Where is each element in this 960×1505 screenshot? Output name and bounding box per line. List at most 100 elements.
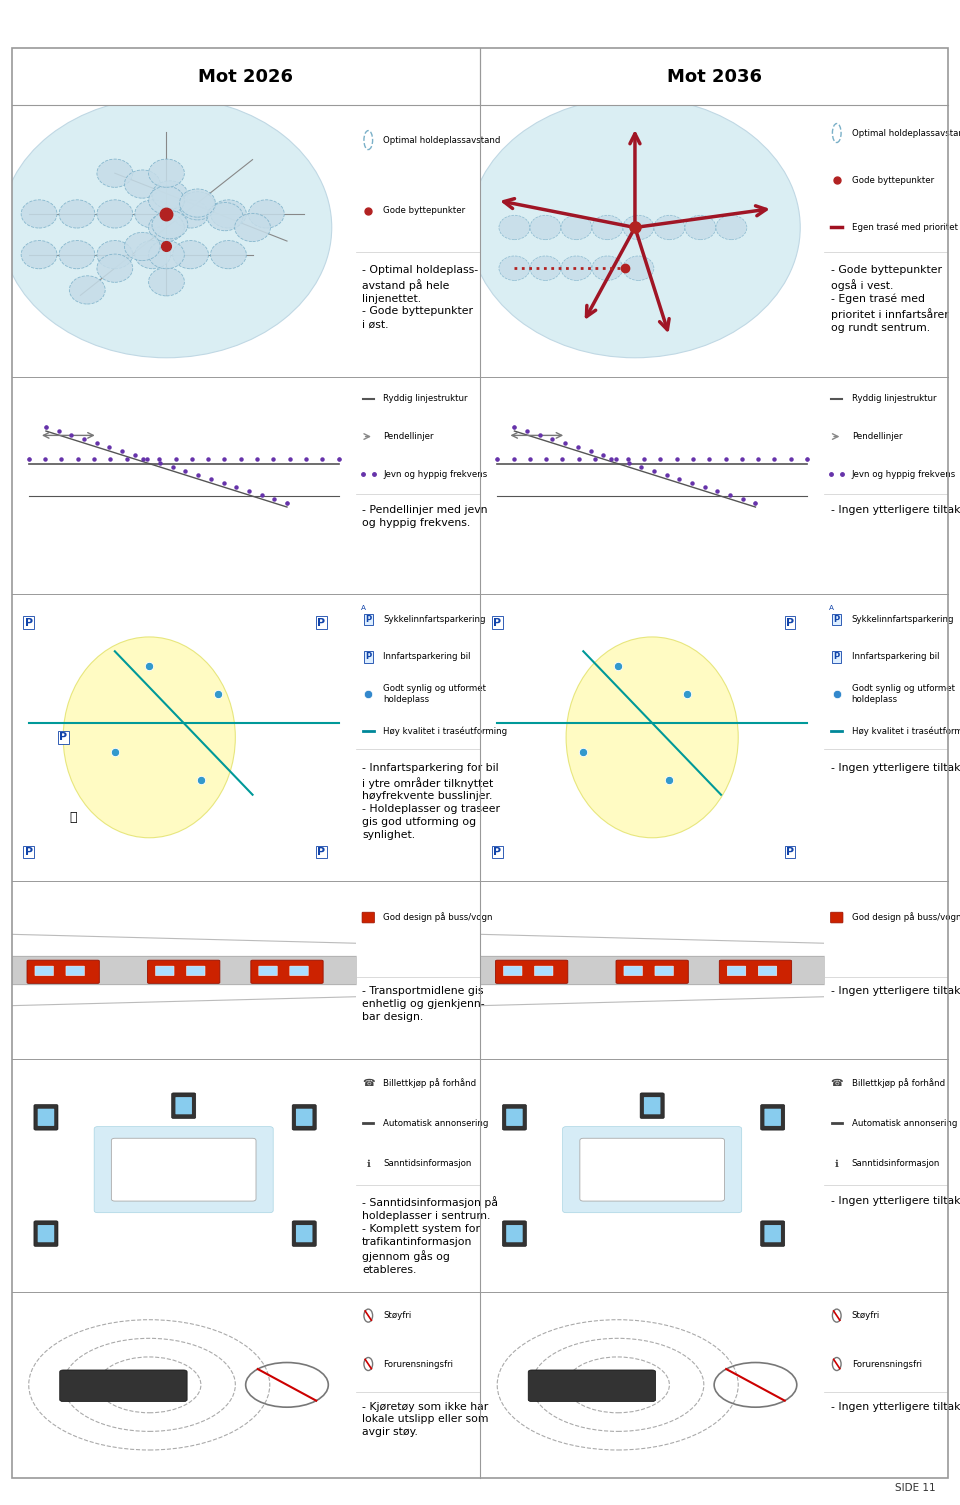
FancyBboxPatch shape	[728, 966, 746, 975]
Text: A: A	[829, 605, 834, 611]
Circle shape	[149, 214, 184, 242]
Text: Pendellinjer: Pendellinjer	[383, 432, 434, 441]
Text: Innfartsparkering bil: Innfartsparkering bil	[852, 652, 939, 661]
Text: God design på buss/vogn: God design på buss/vogn	[383, 912, 492, 923]
FancyBboxPatch shape	[37, 1225, 54, 1242]
Text: Automatisk annonsering: Automatisk annonsering	[852, 1118, 957, 1127]
Circle shape	[134, 241, 171, 269]
Circle shape	[469, 98, 801, 358]
FancyBboxPatch shape	[528, 1370, 656, 1401]
FancyBboxPatch shape	[506, 1225, 522, 1242]
Circle shape	[69, 275, 106, 304]
FancyBboxPatch shape	[290, 966, 308, 975]
Circle shape	[623, 215, 654, 239]
Text: Automatisk annonsering: Automatisk annonsering	[383, 1118, 489, 1127]
FancyBboxPatch shape	[186, 966, 205, 975]
Text: Mot 2036: Mot 2036	[667, 68, 761, 86]
FancyBboxPatch shape	[719, 960, 792, 983]
Text: - Ingen ytterligere tiltak.: - Ingen ytterligere tiltak.	[830, 1196, 960, 1207]
Text: P: P	[365, 652, 372, 661]
Text: P: P	[833, 616, 840, 625]
FancyBboxPatch shape	[35, 966, 54, 975]
FancyBboxPatch shape	[503, 966, 522, 975]
FancyBboxPatch shape	[506, 1109, 522, 1126]
Text: Forurensningsfri: Forurensningsfri	[383, 1359, 453, 1368]
Text: SIDE 11: SIDE 11	[896, 1482, 936, 1493]
FancyBboxPatch shape	[362, 912, 374, 923]
Text: Billettkjøp på forhånd: Billettkjøp på forhånd	[852, 1078, 945, 1088]
Text: P: P	[493, 617, 501, 628]
Text: 🚲: 🚲	[70, 811, 77, 825]
FancyBboxPatch shape	[94, 1127, 274, 1213]
Circle shape	[716, 215, 747, 239]
Circle shape	[59, 200, 95, 229]
Circle shape	[21, 241, 57, 269]
Text: - Sanntidsinformasjon på
holdeplasser i sentrum.
- Komplett system for
trafikant: - Sanntidsinformasjon på holdeplasser i …	[362, 1196, 498, 1275]
Text: Sykkelinnfartsparkering: Sykkelinnfartsparkering	[383, 616, 486, 625]
FancyBboxPatch shape	[644, 1097, 660, 1114]
Text: - Ingen ytterligere tiltak.: - Ingen ytterligere tiltak.	[830, 504, 960, 515]
Text: ℹ: ℹ	[367, 1159, 371, 1168]
Circle shape	[173, 241, 208, 269]
FancyBboxPatch shape	[640, 1093, 664, 1118]
Text: A: A	[361, 605, 366, 611]
Circle shape	[654, 215, 684, 239]
Circle shape	[152, 181, 188, 209]
Circle shape	[125, 170, 160, 199]
Circle shape	[149, 160, 184, 187]
FancyBboxPatch shape	[502, 1221, 526, 1246]
Circle shape	[97, 200, 132, 229]
Text: Jevn og hyppig frekvens: Jevn og hyppig frekvens	[852, 470, 956, 479]
Text: ☎: ☎	[362, 1078, 374, 1088]
Circle shape	[210, 241, 247, 269]
Text: Billettkjøp på forhånd: Billettkjøp på forhånd	[383, 1078, 476, 1088]
FancyBboxPatch shape	[172, 1093, 196, 1118]
Circle shape	[1, 98, 332, 358]
Text: God design på buss/vogn: God design på buss/vogn	[852, 912, 960, 923]
Text: P: P	[833, 652, 840, 661]
Circle shape	[530, 256, 561, 280]
Circle shape	[180, 191, 215, 220]
Circle shape	[561, 215, 592, 239]
FancyBboxPatch shape	[655, 966, 674, 975]
Text: - Pendellinjer med jevn
og hyppig frekvens.: - Pendellinjer med jevn og hyppig frekve…	[362, 504, 488, 528]
FancyBboxPatch shape	[563, 1127, 742, 1213]
Circle shape	[623, 256, 654, 280]
FancyBboxPatch shape	[60, 1370, 187, 1401]
Text: Godt synlig og utformet
holdeplass: Godt synlig og utformet holdeplass	[383, 685, 486, 704]
Circle shape	[59, 241, 95, 269]
FancyBboxPatch shape	[764, 1109, 780, 1126]
FancyBboxPatch shape	[111, 1138, 256, 1201]
FancyBboxPatch shape	[251, 960, 324, 983]
Circle shape	[561, 256, 592, 280]
FancyBboxPatch shape	[34, 1105, 58, 1130]
FancyBboxPatch shape	[296, 1225, 312, 1242]
Text: P: P	[365, 616, 372, 625]
Text: P: P	[25, 617, 33, 628]
FancyBboxPatch shape	[495, 960, 567, 983]
FancyBboxPatch shape	[760, 1105, 784, 1130]
Text: Sykkelinnfartsparkering: Sykkelinnfartsparkering	[852, 616, 954, 625]
Text: - Kjøretøy som ikke har
lokale utslipp eller som
avgir støy.: - Kjøretøy som ikke har lokale utslipp e…	[362, 1401, 489, 1437]
Text: P: P	[25, 847, 33, 858]
Circle shape	[180, 190, 215, 217]
Text: Sanntidsinformasjon: Sanntidsinformasjon	[383, 1159, 471, 1168]
Text: Gode byttepunkter: Gode byttepunkter	[852, 176, 934, 185]
Text: - Ingen ytterligere tiltak.: - Ingen ytterligere tiltak.	[830, 986, 960, 996]
FancyBboxPatch shape	[176, 1097, 192, 1114]
FancyBboxPatch shape	[830, 912, 843, 923]
FancyBboxPatch shape	[292, 1221, 316, 1246]
Text: - Innfartsparkering for bil
i ytre områder tilknyttet
høyfrekvente busslinjer.
-: - Innfartsparkering for bil i ytre områd…	[362, 763, 500, 840]
Text: P: P	[318, 617, 325, 628]
Circle shape	[499, 215, 530, 239]
FancyBboxPatch shape	[259, 966, 277, 975]
FancyBboxPatch shape	[758, 966, 777, 975]
Text: Optimal holdeplassavstand: Optimal holdeplassavstand	[852, 128, 960, 137]
FancyBboxPatch shape	[66, 966, 84, 975]
FancyBboxPatch shape	[624, 966, 642, 975]
Text: ☎: ☎	[830, 1078, 843, 1088]
Text: ℹ: ℹ	[835, 1159, 839, 1168]
Ellipse shape	[566, 637, 738, 838]
Text: Egen trasé med prioritet: Egen trasé med prioritet	[852, 223, 958, 232]
FancyBboxPatch shape	[34, 1221, 58, 1246]
